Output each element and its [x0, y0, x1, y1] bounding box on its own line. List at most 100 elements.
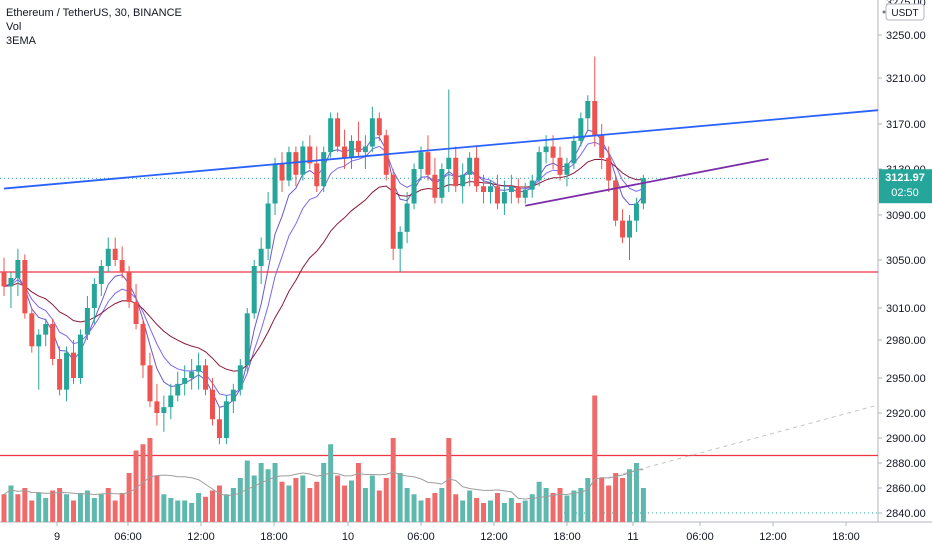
candle-body	[50, 324, 56, 359]
volume-bar	[571, 490, 577, 522]
volume-bar	[335, 475, 341, 522]
candle-body	[474, 157, 480, 187]
volume-bar	[432, 493, 438, 522]
volume-bar	[196, 493, 202, 522]
volume-bar	[349, 480, 354, 522]
volume-bar	[29, 500, 35, 522]
volume-bar	[119, 493, 125, 522]
volume-bar	[300, 475, 306, 522]
volume-bar	[397, 473, 403, 522]
volume-bar	[216, 485, 222, 522]
candle-body	[439, 169, 445, 198]
volume-bar	[112, 500, 118, 522]
candle-body	[272, 163, 278, 204]
candle-body	[15, 260, 21, 278]
volume-bar	[390, 438, 396, 522]
volume-bar	[411, 494, 417, 522]
candles	[1, 56, 646, 445]
volume-bar	[453, 494, 459, 522]
volume-bar	[77, 493, 83, 522]
volume-bar	[182, 500, 188, 522]
price-tick-label: 2920.00	[886, 408, 926, 420]
time-tick-label: 10	[342, 531, 354, 543]
volume-bar	[43, 498, 49, 522]
symbol-title[interactable]: Ethereum / TetherUS, 30, BINANCE	[6, 7, 182, 19]
candle-body	[543, 146, 549, 153]
volume-bar	[446, 438, 452, 522]
currency-box[interactable]	[885, 3, 925, 21]
candle-body	[91, 284, 97, 308]
volume-bar	[369, 475, 375, 522]
price-tick-label: 2840.00	[886, 508, 926, 520]
candle-body	[522, 189, 528, 198]
volume-ma-line	[3, 469, 644, 500]
volume-bar	[154, 475, 160, 522]
volume-bar	[620, 478, 626, 522]
candle-body	[599, 135, 605, 158]
projection-line	[599, 404, 879, 481]
candle-body	[640, 178, 646, 204]
ema-slow-line	[3, 158, 644, 372]
candle-body	[494, 186, 500, 204]
volume-study-label[interactable]: Vol	[6, 21, 22, 33]
candle-body	[620, 220, 626, 238]
candle-body	[147, 365, 153, 402]
volume-bar	[147, 438, 153, 522]
ema-study-label[interactable]: 3EMA	[6, 35, 36, 47]
volume-bar	[230, 488, 236, 522]
volume-bar	[321, 463, 327, 522]
candle-body	[342, 146, 348, 158]
last-price-label: 3121.97	[885, 172, 925, 184]
volume-bar	[105, 488, 111, 522]
candle-body	[126, 272, 132, 302]
currency-label: USDT	[891, 8, 918, 19]
trendline-blue	[3, 109, 879, 190]
candle-body	[22, 260, 28, 314]
volume-bar	[1, 494, 7, 522]
candle-body	[314, 163, 320, 187]
price-tick-label: 3210.00	[886, 73, 926, 85]
candle-body	[237, 365, 243, 390]
candle-body	[300, 146, 306, 175]
volume-bar	[8, 485, 14, 522]
volume-bar	[404, 488, 410, 522]
candle-body	[578, 118, 584, 141]
volume-bar	[362, 488, 368, 522]
candle-body	[432, 174, 438, 198]
volume-bar	[633, 463, 639, 522]
volume-bar	[613, 473, 619, 522]
candle-body	[182, 378, 188, 384]
candle-body	[349, 140, 354, 158]
volume-bar	[84, 490, 90, 522]
last-price-badge	[879, 169, 932, 204]
candle-body	[355, 140, 361, 153]
candle-body	[244, 313, 250, 366]
volume-bar	[293, 478, 299, 522]
candle-body	[627, 220, 632, 238]
candle-body	[29, 313, 35, 347]
volume-bar	[265, 469, 271, 522]
volume-bar	[57, 488, 63, 522]
time-tick-label: 18:00	[260, 531, 288, 543]
price-tick-label: 2880.00	[886, 458, 926, 470]
candle-body	[154, 401, 160, 413]
candle-body	[536, 152, 542, 181]
candle-body	[571, 140, 577, 164]
candle-body	[251, 266, 257, 314]
time-tick-label: 18:00	[553, 531, 581, 543]
candle-body	[57, 359, 63, 390]
price-tick-label: 2860.00	[886, 483, 926, 495]
candle-body	[98, 266, 104, 284]
candle-body	[376, 118, 382, 136]
volume-bar	[355, 463, 361, 522]
volume-bar	[640, 488, 646, 522]
candle-body	[418, 152, 424, 169]
volume-bar	[522, 500, 528, 522]
candle-body	[481, 186, 487, 192]
time-tick-label: 11	[627, 531, 638, 543]
candle-body	[8, 278, 14, 287]
candle-body	[585, 101, 591, 119]
volume-bar	[508, 498, 514, 522]
